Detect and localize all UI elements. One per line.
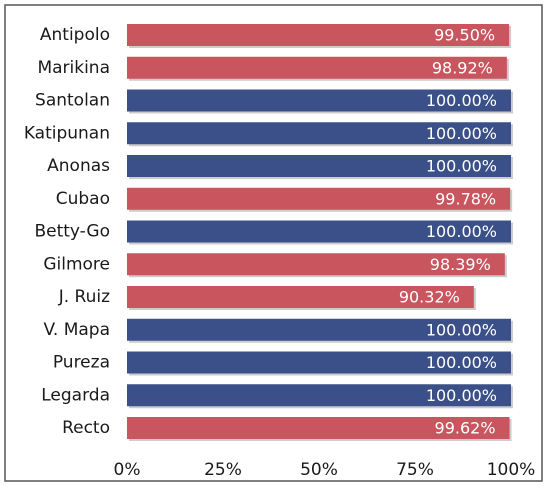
y-tick-label: Marikina — [37, 58, 110, 78]
bar — [127, 122, 511, 145]
value-label: 98.39% — [430, 255, 491, 274]
bar — [127, 253, 505, 276]
value-label: 99.78% — [435, 189, 496, 208]
value-label: 100.00% — [426, 124, 497, 143]
value-label: 100.00% — [426, 157, 497, 176]
value-label: 98.92% — [432, 58, 493, 77]
value-label: 100.00% — [426, 386, 497, 405]
x-tick-label: 50% — [300, 460, 338, 480]
value-label: 99.62% — [435, 419, 496, 438]
y-tick-label: Anonas — [47, 156, 110, 176]
y-tick-label: Betty-Go — [34, 222, 110, 242]
value-label: 100.00% — [426, 91, 497, 110]
y-tick-label: Recto — [62, 418, 110, 438]
y-tick-label: Pureza — [53, 353, 110, 373]
bar — [127, 220, 511, 243]
y-tick-label: J. Ruiz — [58, 287, 110, 307]
y-tick-label: Gilmore — [43, 254, 110, 274]
bar — [127, 318, 511, 341]
value-label: 100.00% — [426, 320, 497, 339]
x-tick-label: 100% — [487, 460, 536, 480]
bar — [127, 384, 511, 407]
x-tick-label: 75% — [396, 460, 434, 480]
y-tick-label: Katipunan — [24, 123, 110, 143]
y-tick-label: V. Mapa — [43, 320, 110, 340]
x-tick-label: 25% — [204, 460, 242, 480]
value-label: 90.32% — [399, 288, 460, 307]
y-tick-label: Santolan — [35, 91, 110, 111]
bar — [127, 24, 510, 46]
value-label: 100.00% — [426, 222, 497, 241]
y-tick-label: Legarda — [41, 385, 110, 405]
bar — [127, 89, 511, 112]
bar — [127, 286, 474, 308]
bar — [127, 56, 507, 79]
y-tick-label: Cubao — [56, 189, 110, 209]
value-label: 99.50% — [434, 26, 495, 45]
bar — [127, 351, 511, 374]
value-label: 100.00% — [426, 353, 497, 372]
bar — [127, 417, 510, 439]
x-tick-label: 0% — [114, 460, 141, 480]
bar — [127, 187, 511, 210]
bar — [127, 155, 511, 177]
y-tick-label: Antipolo — [40, 25, 110, 45]
